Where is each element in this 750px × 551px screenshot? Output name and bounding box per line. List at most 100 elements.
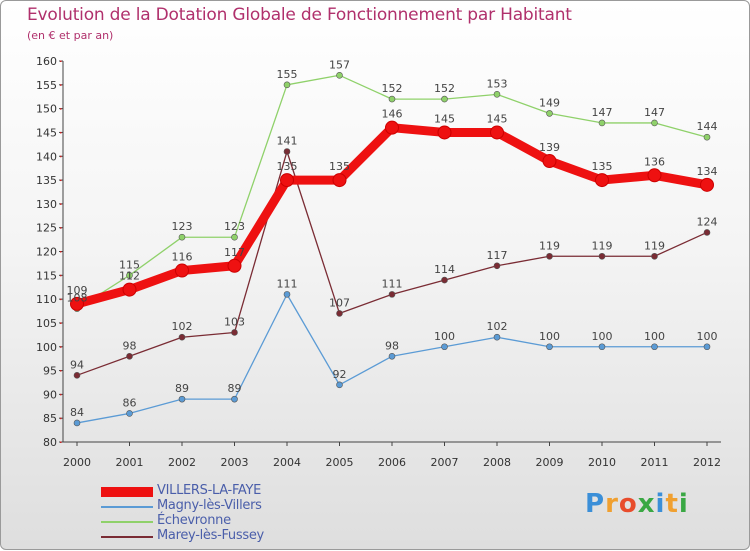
data-label: 108 bbox=[67, 292, 88, 305]
data-point bbox=[283, 291, 291, 298]
y-tick-label: 85 bbox=[43, 412, 57, 425]
data-point bbox=[598, 252, 606, 260]
data-point bbox=[126, 352, 133, 360]
data-label: 109 bbox=[67, 284, 88, 297]
data-label: 119 bbox=[539, 239, 560, 252]
y-minor-mark bbox=[60, 155, 62, 158]
data-label: 124 bbox=[697, 215, 718, 228]
x-tick-label: 2007 bbox=[431, 456, 459, 469]
data-label: 149 bbox=[539, 96, 560, 109]
data-point bbox=[437, 125, 452, 140]
data-point bbox=[595, 173, 609, 188]
data-point bbox=[227, 258, 242, 273]
data-point bbox=[441, 276, 448, 284]
data-point bbox=[598, 343, 606, 351]
x-tick-label: 2012 bbox=[693, 456, 721, 469]
x-tick-label: 2005 bbox=[326, 456, 354, 469]
data-label: 86 bbox=[123, 396, 137, 409]
data-point bbox=[178, 233, 186, 241]
y-minor-mark bbox=[60, 227, 62, 229]
data-label: 112 bbox=[119, 270, 140, 283]
data-label: 135 bbox=[277, 160, 298, 173]
x-tick-label: 2010 bbox=[588, 456, 616, 469]
x-tick-label: 2002 bbox=[168, 456, 196, 469]
chart-subtitle: (en € et par an) bbox=[27, 29, 114, 42]
data-point bbox=[700, 177, 714, 192]
legend-swatch bbox=[101, 521, 153, 523]
data-point bbox=[336, 310, 343, 317]
data-label: 152 bbox=[382, 82, 403, 95]
x-tick-label: 2001 bbox=[116, 456, 144, 469]
data-point bbox=[126, 410, 133, 417]
data-label: 98 bbox=[123, 339, 137, 352]
legend-label: Échevronne bbox=[157, 513, 231, 528]
logo-letter: x bbox=[637, 489, 656, 519]
data-label: 115 bbox=[119, 258, 140, 271]
legend-label: VILLERS-LA-FAYE bbox=[157, 483, 262, 498]
chart-title: Evolution de la Dotation Globale de Fonc… bbox=[27, 5, 572, 25]
y-tick-label: 145 bbox=[36, 126, 57, 139]
data-label: 89 bbox=[228, 382, 242, 395]
data-label: 147 bbox=[592, 106, 613, 119]
data-label: 155 bbox=[277, 68, 298, 81]
data-label: 157 bbox=[329, 58, 350, 71]
logo-letter: i bbox=[655, 489, 666, 519]
data-point bbox=[126, 272, 133, 279]
data-point bbox=[493, 333, 501, 341]
y-minor-mark bbox=[60, 84, 62, 86]
y-tick-label: 105 bbox=[36, 317, 57, 330]
data-point bbox=[175, 263, 189, 278]
data-label: 117 bbox=[224, 246, 245, 259]
data-point bbox=[703, 229, 711, 236]
data-label: 147 bbox=[644, 106, 665, 119]
data-label: 107 bbox=[329, 296, 350, 309]
data-label: 92 bbox=[333, 368, 347, 381]
y-minor-mark bbox=[60, 60, 62, 62]
data-point bbox=[122, 282, 137, 297]
data-label: 84 bbox=[70, 406, 84, 419]
y-minor-mark bbox=[60, 417, 62, 420]
y-tick-label: 130 bbox=[36, 198, 57, 211]
data-label: 153 bbox=[487, 77, 508, 90]
data-point bbox=[598, 119, 606, 127]
data-point bbox=[651, 343, 658, 351]
data-point bbox=[493, 91, 501, 98]
y-tick-label: 80 bbox=[43, 436, 57, 449]
x-tick-label: 2008 bbox=[483, 456, 511, 469]
legend-label: Marey-lès-Fussey bbox=[157, 528, 264, 543]
y-minor-mark bbox=[60, 393, 62, 396]
data-label: 145 bbox=[487, 112, 508, 125]
data-point bbox=[546, 110, 553, 117]
data-point bbox=[280, 173, 294, 188]
data-label: 111 bbox=[277, 277, 298, 290]
data-point bbox=[546, 343, 553, 351]
x-tick-label: 2011 bbox=[641, 456, 669, 469]
data-point bbox=[651, 119, 658, 127]
data-label: 136 bbox=[644, 155, 665, 168]
legend-swatch bbox=[101, 506, 153, 508]
data-point bbox=[441, 343, 448, 351]
y-minor-mark bbox=[60, 322, 62, 324]
data-label: 119 bbox=[592, 239, 613, 252]
data-point bbox=[388, 352, 396, 360]
logo-letter: r bbox=[605, 489, 619, 519]
y-tick-label: 95 bbox=[43, 365, 57, 378]
data-label: 100 bbox=[434, 330, 455, 343]
y-minor-mark bbox=[60, 298, 62, 301]
data-label: 100 bbox=[592, 330, 613, 343]
data-point bbox=[178, 395, 186, 403]
x-tick-label: 2006 bbox=[378, 456, 406, 469]
x-tick-label: 2003 bbox=[221, 456, 249, 469]
y-tick-label: 110 bbox=[36, 293, 57, 306]
data-point bbox=[283, 81, 291, 89]
legend-swatch bbox=[101, 536, 153, 538]
data-label: 139 bbox=[539, 141, 560, 154]
data-point bbox=[388, 95, 396, 103]
data-label: 111 bbox=[382, 277, 403, 290]
y-minor-mark bbox=[60, 370, 62, 372]
data-point bbox=[546, 252, 553, 260]
data-label: 141 bbox=[277, 134, 298, 147]
y-minor-mark bbox=[60, 131, 62, 134]
data-label: 135 bbox=[329, 160, 350, 173]
